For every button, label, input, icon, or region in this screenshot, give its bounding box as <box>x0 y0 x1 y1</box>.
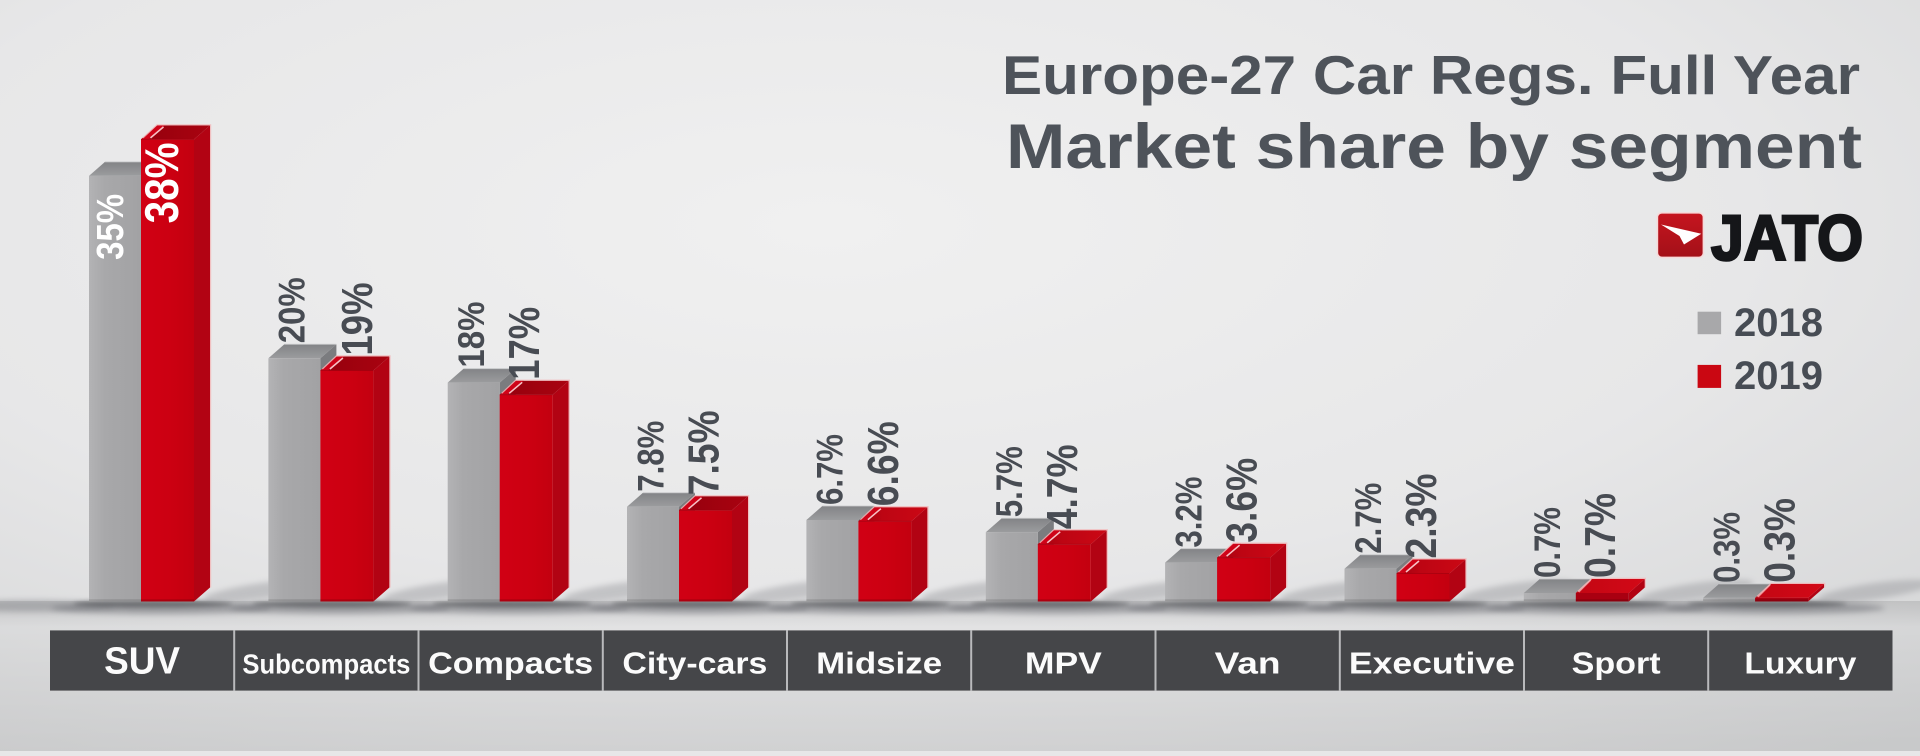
svg-text:2.3%: 2.3% <box>1397 474 1446 559</box>
svg-text:2019: 2019 <box>1734 354 1823 398</box>
svg-text:Compacts: Compacts <box>428 646 593 681</box>
svg-text:0.3%: 0.3% <box>1756 498 1805 583</box>
svg-text:2.7%: 2.7% <box>1348 483 1389 554</box>
svg-text:Europe-27 Car Regs. Full Year: Europe-27 Car Regs. Full Year <box>1002 44 1860 106</box>
svg-text:20%: 20% <box>272 277 313 343</box>
svg-text:Luxury: Luxury <box>1744 646 1857 681</box>
svg-text:17%: 17% <box>500 307 549 380</box>
svg-text:7.8%: 7.8% <box>630 421 671 492</box>
svg-text:38%: 38% <box>135 142 188 223</box>
svg-text:18%: 18% <box>451 302 492 368</box>
svg-text:5.7%: 5.7% <box>989 446 1030 517</box>
svg-text:Midsize: Midsize <box>816 646 942 681</box>
svg-text:Sport: Sport <box>1572 646 1661 681</box>
svg-text:Van: Van <box>1215 646 1281 681</box>
svg-text:6.7%: 6.7% <box>810 434 851 505</box>
svg-text:0.7%: 0.7% <box>1576 493 1625 578</box>
svg-text:3.2%: 3.2% <box>1168 477 1209 548</box>
svg-text:19%: 19% <box>333 283 382 356</box>
svg-text:Subcompacts: Subcompacts <box>242 649 410 680</box>
svg-text:3.6%: 3.6% <box>1218 458 1267 543</box>
svg-text:Market share by segment: Market share by segment <box>1006 112 1862 182</box>
svg-text:City-cars: City-cars <box>622 646 767 681</box>
svg-text:SUV: SUV <box>104 641 181 683</box>
svg-text:4.7%: 4.7% <box>1038 444 1087 529</box>
svg-text:0.7%: 0.7% <box>1527 507 1568 578</box>
svg-text:2018: 2018 <box>1734 301 1823 345</box>
svg-text:7.5%: 7.5% <box>679 410 728 495</box>
svg-text:6.6%: 6.6% <box>859 421 908 506</box>
svg-text:0.3%: 0.3% <box>1706 512 1747 583</box>
svg-text:JATO: JATO <box>1711 202 1863 274</box>
svg-text:35%: 35% <box>90 194 132 260</box>
svg-text:MPV: MPV <box>1025 646 1102 681</box>
svg-text:Executive: Executive <box>1349 646 1515 681</box>
